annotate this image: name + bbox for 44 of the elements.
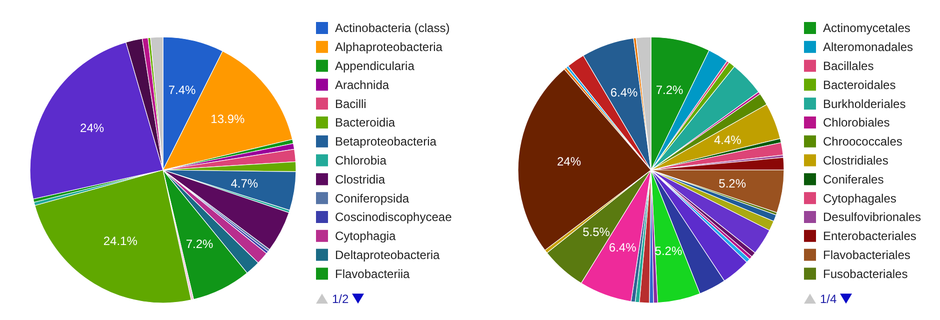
data-label: 7.2% xyxy=(186,237,214,252)
legend-label: Appendicularia xyxy=(335,59,415,73)
legend-label: Enterobacteriales xyxy=(823,229,916,244)
legend-label: Bacteroidia xyxy=(335,116,396,130)
data-label: 7.2% xyxy=(656,82,684,97)
legend-label: Chlorobia xyxy=(335,154,387,168)
data-label: 6.4% xyxy=(608,240,637,255)
legend-label: Flavobacteriales xyxy=(823,248,910,262)
legend-label: Bacillales xyxy=(823,59,874,73)
data-label: 13.9% xyxy=(210,112,246,126)
data-label: 4.7% xyxy=(230,176,258,190)
legend-label: Coscinodiscophyceae xyxy=(335,210,452,224)
data-label: 5.2% xyxy=(654,244,682,258)
legend-label: Coniferales xyxy=(823,172,884,186)
legend-label: Chlorobiales xyxy=(823,116,890,130)
text: 1/2 xyxy=(332,292,350,306)
legend-label: Cytophagia xyxy=(335,229,396,244)
legend-label: Chroococcales xyxy=(823,134,902,149)
legend-label: Betaproteobacteria xyxy=(335,134,437,149)
legend-label: Alphaproteobacteria xyxy=(335,40,443,54)
data-label: 24% xyxy=(556,154,582,168)
legend-label: Burkholderiales xyxy=(823,96,906,111)
legend-label: Bacilli xyxy=(335,96,366,111)
data-label: 4.4% xyxy=(714,132,742,147)
data-label: 7.4% xyxy=(168,82,196,97)
text: 1/4 xyxy=(820,292,838,306)
legend-label: Arachnida xyxy=(335,78,390,92)
legend-label: Flavobacteriia xyxy=(335,266,410,281)
legend-label: Fusobacteriales xyxy=(823,266,908,281)
data-label: 5.5% xyxy=(582,224,610,239)
legend-label: Clostridia xyxy=(335,172,386,186)
legend-label: Clostridiales xyxy=(823,154,888,168)
legend-label: Alteromonadales xyxy=(823,40,914,54)
data-label: 24.1% xyxy=(103,234,138,248)
data-label: 5.2% xyxy=(718,176,746,191)
data-label: 6.4% xyxy=(610,85,638,100)
legend-label: Bacteroidales xyxy=(823,78,896,92)
legend-label: Actinomycetales xyxy=(823,21,910,36)
legend-label: Desulfovibrionales xyxy=(823,210,922,224)
legend-label: Deltaproteobacteria xyxy=(335,248,440,262)
data-label: 24% xyxy=(80,121,104,136)
legend-label: Coniferopsida xyxy=(335,191,410,206)
legend-label: Cytophagales xyxy=(823,191,896,206)
legend-label: Actinobacteria (class) xyxy=(335,21,450,36)
